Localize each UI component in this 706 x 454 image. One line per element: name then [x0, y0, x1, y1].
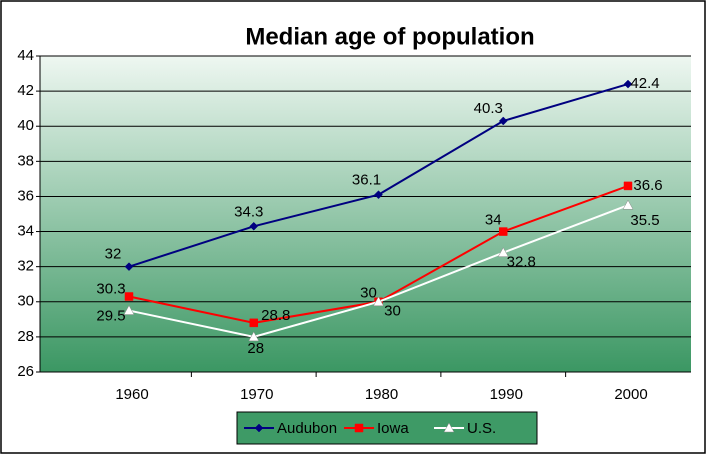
plot-area — [40, 56, 691, 372]
data-label: 30 — [384, 303, 401, 320]
legend-label: Audubon — [277, 420, 337, 437]
data-point — [622, 199, 634, 210]
data-label: 28 — [247, 340, 264, 357]
data-point — [249, 221, 259, 231]
y-tick-label: 30 — [17, 293, 34, 310]
data-point — [373, 296, 384, 307]
x-tick-label: 1960 — [115, 386, 148, 403]
data-label: 34 — [485, 212, 502, 229]
legend-box — [236, 411, 538, 445]
y-tick-label: 42 — [17, 82, 34, 99]
legend-marker — [254, 423, 264, 433]
data-point — [248, 331, 260, 342]
data-label: 34.3 — [234, 203, 263, 220]
data-point — [124, 262, 134, 272]
data-label: 35.5 — [630, 212, 659, 229]
y-tick-label: 36 — [17, 187, 34, 204]
data-point — [498, 116, 508, 126]
legend-label: Iowa — [377, 420, 409, 437]
y-tick-label: 44 — [17, 47, 34, 64]
data-label: 30.3 — [96, 280, 125, 297]
legend-marker — [354, 423, 364, 433]
x-tick-label: 1980 — [365, 386, 398, 403]
data-point — [623, 79, 633, 89]
data-label: 42.4 — [630, 75, 659, 92]
data-label: 40.3 — [474, 100, 503, 117]
data-point — [623, 181, 633, 191]
data-point — [374, 190, 383, 200]
data-point — [497, 247, 509, 257]
legend-marker — [443, 422, 455, 433]
data-point — [249, 318, 258, 328]
x-tick-label: 1970 — [240, 386, 273, 403]
y-tick-label: 40 — [17, 117, 34, 134]
x-tick-label: 1990 — [490, 386, 523, 403]
y-tick-label: 38 — [17, 152, 34, 169]
data-label: 36.1 — [352, 172, 381, 189]
y-tick-label: 34 — [17, 223, 34, 240]
data-label: 32 — [105, 246, 122, 263]
chart-title: Median age of population — [245, 23, 534, 50]
legend-label: U.S. — [467, 420, 496, 437]
data-point — [124, 292, 134, 301]
data-point — [499, 227, 508, 236]
y-tick-label: 32 — [17, 258, 34, 275]
data-label: 28.8 — [261, 307, 290, 324]
data-point — [123, 305, 135, 315]
legend: Audubon Iowa U.S. — [236, 411, 538, 445]
y-tick-label: 28 — [17, 328, 34, 345]
data-label: 32.8 — [507, 254, 536, 271]
data-label: 36.6 — [633, 177, 662, 194]
x-tick-label: 2000 — [614, 386, 647, 403]
data-label: 30 — [360, 285, 377, 302]
y-tick-label: 26 — [17, 363, 34, 380]
data-label: 29.5 — [96, 308, 125, 325]
